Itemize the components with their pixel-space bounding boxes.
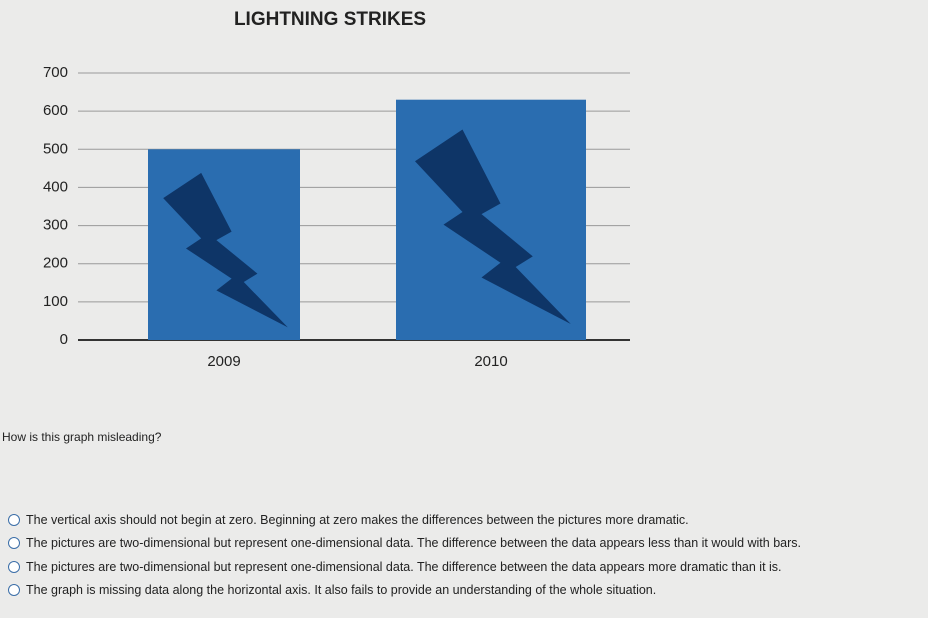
y-tick-label: 400 <box>43 178 68 195</box>
bar-icon <box>163 172 288 328</box>
y-tick-label: 700 <box>43 64 68 81</box>
option-text: The pictures are two-dimensional but rep… <box>26 559 782 574</box>
radio-button[interactable] <box>8 513 20 526</box>
radio-button[interactable] <box>8 584 20 597</box>
x-tick-label: 2009 <box>207 353 240 370</box>
question: How is this graph misleading? <box>2 430 162 444</box>
chart: LIGHTNING STRIKES 0 100 200 300 400 500 600 700… <box>43 9 630 370</box>
y-tick-label: 600 <box>43 102 68 119</box>
option-text: The pictures are two-dimensional but rep… <box>26 536 801 551</box>
y-tick-label: 0 <box>60 331 68 348</box>
y-tick-label: 500 <box>43 140 68 157</box>
options: The vertical axis should not begin at ze… <box>8 508 801 602</box>
bar-icon <box>415 129 571 325</box>
bar <box>148 149 300 340</box>
x-tick-label: 2010 <box>474 353 507 370</box>
bar <box>396 99 586 340</box>
radio-button[interactable] <box>8 560 20 573</box>
y-tick-label: 100 <box>43 293 68 310</box>
radio-button[interactable] <box>8 537 20 550</box>
answer-option[interactable]: The pictures are two-dimensional but rep… <box>8 555 801 579</box>
y-tick-label: 300 <box>43 217 68 234</box>
answer-option[interactable]: The vertical axis should not begin at ze… <box>8 508 801 532</box>
answer-option[interactable]: The pictures are two-dimensional but rep… <box>8 532 801 556</box>
option-text: The graph is missing data along the hori… <box>26 583 657 598</box>
y-tick-label: 200 <box>43 255 68 272</box>
answer-option[interactable]: The graph is missing data along the hori… <box>8 579 801 603</box>
chart-title: LIGHTNING STRIKES <box>234 9 426 30</box>
option-text: The vertical axis should not begin at ze… <box>26 512 689 527</box>
